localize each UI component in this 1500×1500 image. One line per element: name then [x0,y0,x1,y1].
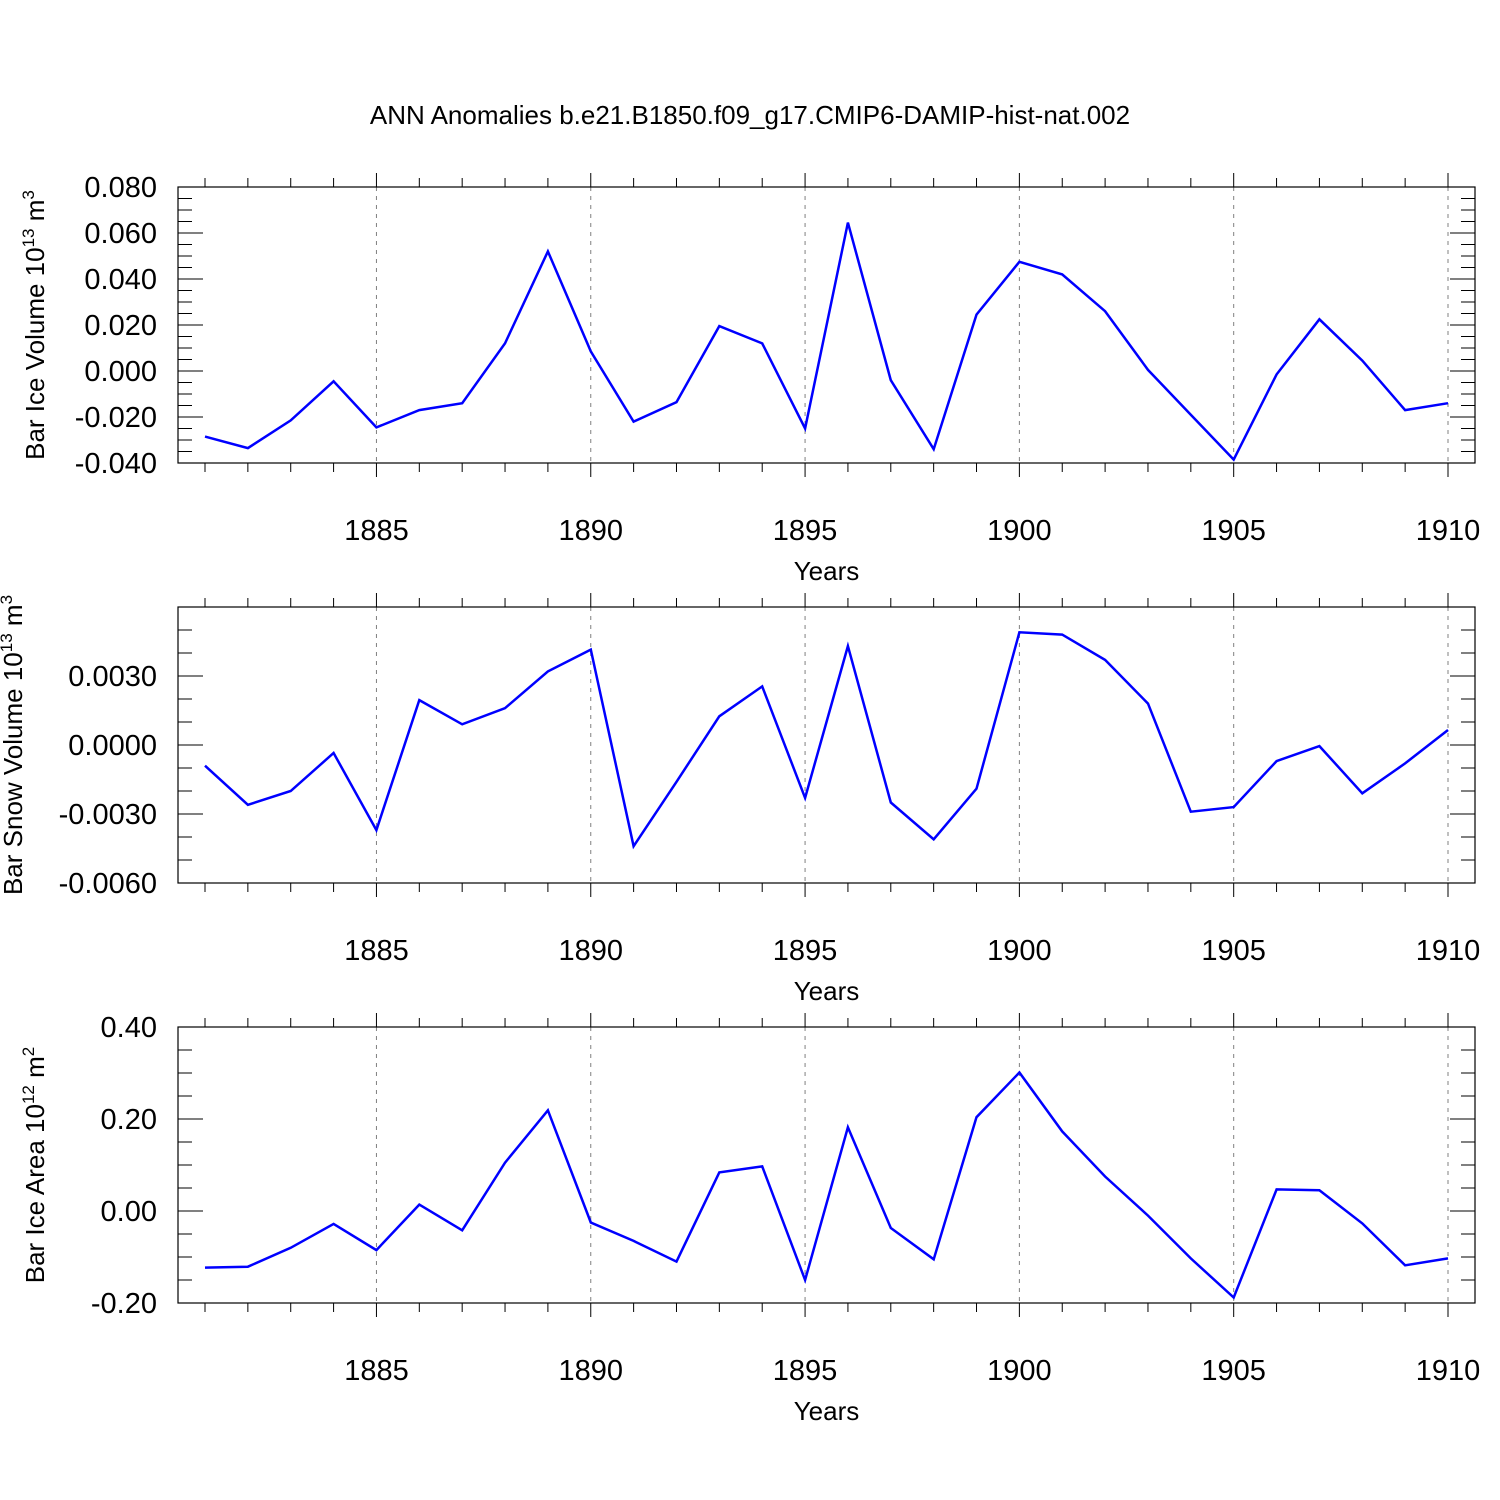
chart-panel-2: -0.0060 -0.0030 0.0000 0.0030 1885 1890 1895 19… [0,593,1480,1006]
data-line-series-1 [204,222,1449,462]
y-axis-title-text: Bar Snow Volume 10 [0,652,28,895]
x-tick-label: 1885 [344,1355,409,1387]
y-tick-label: -0.20 [91,1288,157,1320]
y-axis-title-unit: m [20,200,50,229]
x-tick-label: 1890 [559,515,624,547]
y-axis-title-sup: 13 [0,633,16,652]
y-axis-title-sup: 12 [19,1085,38,1104]
y-tick-label: 0.020 [84,310,157,342]
y-axis-title-unit-sup: 2 [19,1047,38,1056]
panels-container: -0.040 -0.020 0.000 0.020 0.040 0.060 0.080 188… [0,172,1480,1426]
x-axis-title: Years [794,976,860,1006]
x-tick-label: 1885 [344,515,409,547]
y-tick-label: 0.40 [101,1012,157,1044]
y-tick-label: -0.040 [75,448,157,480]
x-tick-label: 1885 [344,935,409,967]
x-tick-label: 1890 [559,935,624,967]
x-tick-label: 1900 [987,515,1052,547]
x-axis-title: Years [794,1396,860,1426]
x-tick-label: 1900 [987,935,1052,967]
x-tick-label: 1905 [1201,1355,1266,1387]
y-axis-title-text: Bar Ice Volume 10 [20,247,50,459]
y-axis-title: Bar Ice Area 1012 m2 [19,1047,50,1284]
chart-panel-3: -0.20 0.00 0.20 0.40 1885 1890 1895 1900 1905 191… [19,1012,1480,1426]
x-tick-label: 1895 [773,1355,838,1387]
data-line-series-1 [204,630,1449,850]
y-tick-label: 0.060 [84,218,157,250]
y-axis-title-unit: m [20,1056,50,1085]
y-tick-label: 0.000 [84,356,157,388]
y-axis-title-unit: m [0,604,28,633]
x-tick-label: 1890 [559,1355,624,1387]
x-tick-label: 1910 [1416,1355,1481,1387]
y-axis-title-unit-sup: 3 [19,190,38,199]
y-tick-label: -0.0060 [59,868,157,900]
x-tick-label: 1895 [773,935,838,967]
x-tick-label: 1900 [987,1355,1052,1387]
x-tick-label: 1910 [1416,935,1481,967]
y-axis-title-text: Bar Ice Area 10 [20,1104,50,1283]
x-tick-label: 1905 [1201,515,1266,547]
x-tick-label: 1910 [1416,515,1481,547]
data-line-series-1 [204,1070,1449,1300]
y-axis-title-unit-sup: 3 [0,595,16,604]
y-tick-label: 0.00 [101,1196,157,1228]
chart-panel-1: -0.040 -0.020 0.000 0.020 0.040 0.060 0.080 188… [19,172,1480,586]
y-tick-label: 0.080 [84,172,157,204]
x-tick-label: 1905 [1201,935,1266,967]
y-axis-title: Bar Snow Volume 1013 m3 [0,595,28,895]
x-axis-title: Years [794,556,860,586]
figure-title: ANN Anomalies b.e21.B1850.f09_g17.CMIP6-… [370,100,1130,130]
y-axis-title-sup: 13 [19,228,38,247]
y-axis-title: Bar Ice Volume 1013 m3 [19,190,50,460]
y-tick-label: -0.0030 [59,799,157,831]
y-tick-label: 0.0030 [68,661,157,693]
y-tick-label: -0.020 [75,402,157,434]
y-tick-label: 0.040 [84,264,157,296]
x-tick-label: 1895 [773,515,838,547]
y-tick-label: 0.0000 [68,730,157,762]
y-tick-label: 0.20 [101,1104,157,1136]
